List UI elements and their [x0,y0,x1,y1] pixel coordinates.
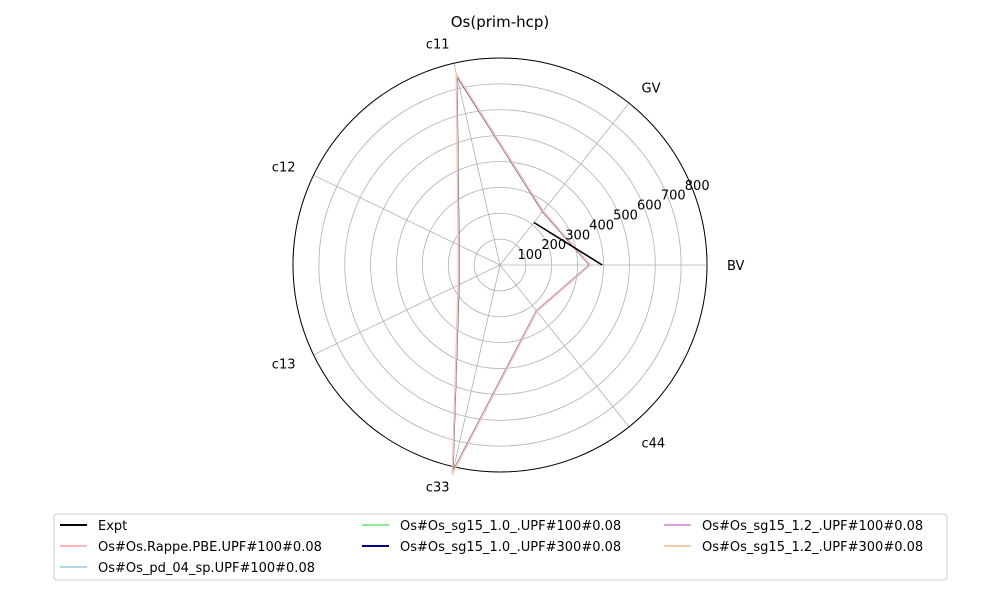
axis-labels: BV GV c11 c12 c13 c33 c44 [272,38,745,496]
chart-title: Os(prim-hcp) [451,13,549,31]
legend: Expt Os#Os.Rappe.PBE.UPF#100#0.08 Os#Os_pd… [53,513,948,581]
legend-entry: Expt [98,519,127,534]
series-line [533,221,603,266]
radial-tick-label: 700 [661,189,686,204]
legend-entry: Os#Os_sg15_1.0_.UPF#100#0.08 [400,519,621,534]
axis-label: c12 [272,161,296,176]
radial-tick-label: 300 [565,228,590,243]
radial-tick-label: 200 [541,238,566,253]
polar-frame [292,57,708,473]
grid-spoke [499,264,630,428]
series-line [452,73,591,473]
axis-label: BV [727,259,745,274]
axis-label: c11 [426,38,450,53]
grid-spoke [453,264,501,467]
series-line [452,73,591,473]
legend-box [53,513,948,581]
axis-label: c13 [272,358,296,373]
grid-spoke [499,102,630,266]
radar-grid [292,57,708,473]
radial-tick-label: 800 [685,179,710,194]
legend-entry: Os#Os.Rappe.PBE.UPF#100#0.08 [98,540,322,555]
axis-label: GV [642,82,661,97]
axis-label: c44 [642,437,666,452]
axis-label: c33 [426,480,450,495]
legend-entry: Os#Os_sg15_1.0_.UPF#300#0.08 [400,540,621,555]
series-layer [451,71,603,475]
radial-tick-label: 600 [637,199,662,214]
legend-entry: Os#Os_sg15_1.2_.UPF#100#0.08 [702,519,923,534]
legend-entry: Os#Os_pd_04_sp.UPF#100#0.08 [98,561,315,576]
series-line [452,74,591,472]
radial-tick-label: 100 [517,248,542,263]
grid-spoke [313,264,501,356]
radial-tick-label: 500 [613,209,638,224]
grid-spoke [313,174,501,266]
grid-spoke [453,63,501,266]
legend-entry: Os#Os_sg15_1.2_.UPF#300#0.08 [702,540,923,555]
series-line [451,72,592,474]
series-line [451,71,592,475]
radial-tick-label: 400 [589,218,614,233]
series-line [452,74,591,472]
